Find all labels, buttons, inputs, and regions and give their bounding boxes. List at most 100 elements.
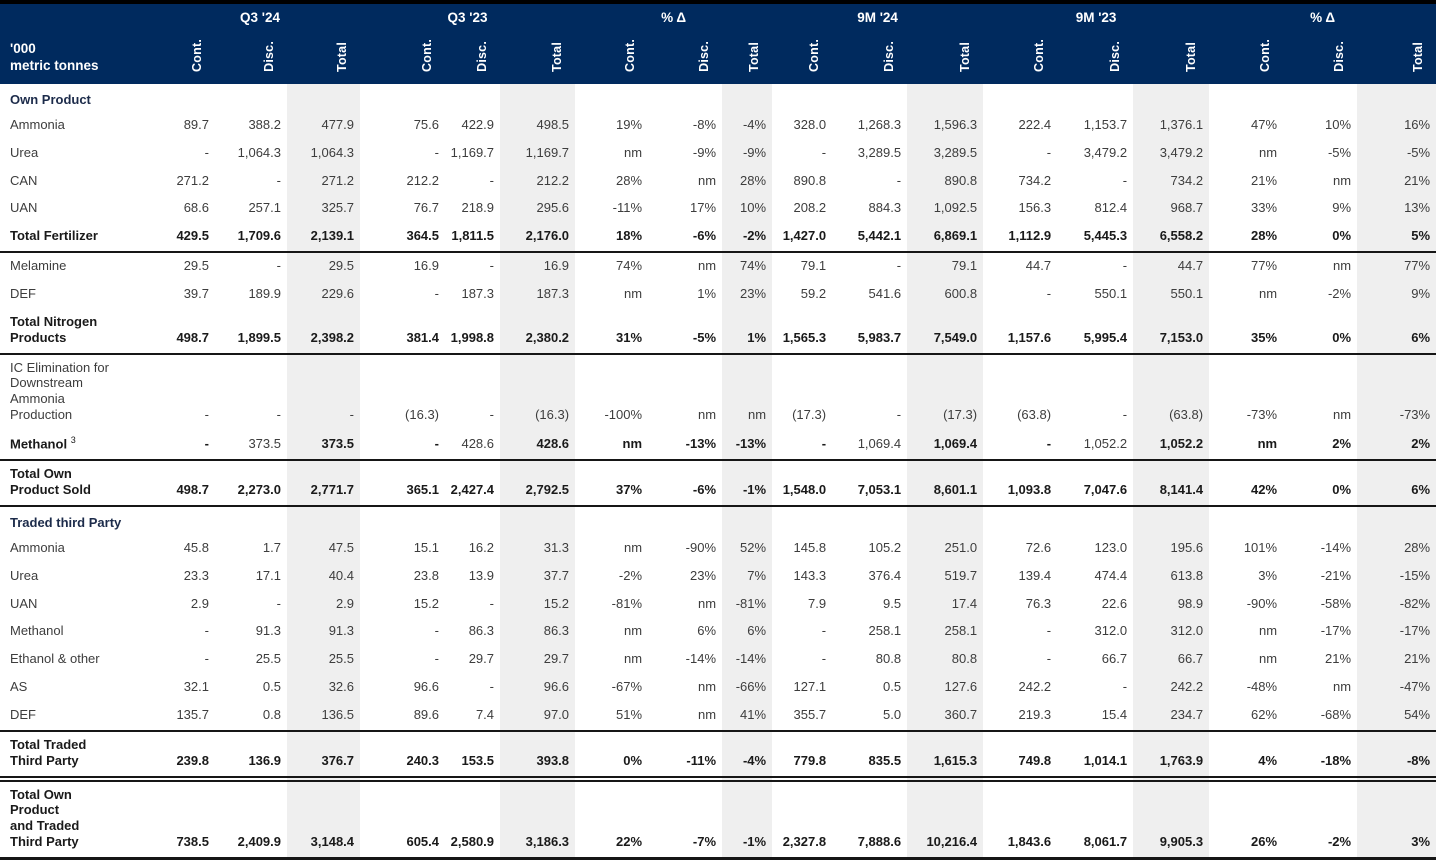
row-label-text: Ammonia	[10, 116, 65, 132]
value-cell	[445, 506, 500, 535]
col-header: Total	[500, 27, 576, 84]
value-cell: 9%	[1357, 281, 1436, 309]
value-cell: 16.9	[413, 258, 440, 274]
value-cell: 1,064.3	[287, 139, 361, 168]
value-cell: 28%	[616, 172, 643, 188]
value-cell: 738.5	[160, 778, 215, 860]
value-cell: 1,596.3	[907, 111, 984, 140]
value-cell: -8%	[692, 116, 717, 132]
row-label-text: Total Nitrogen Products	[10, 313, 98, 345]
col-header: Disc.	[215, 27, 287, 84]
value-cell: (63.8)	[1133, 353, 1210, 431]
table-body: Own Product Ammonia 89.7 388.2 477.9 75.6 422.…	[0, 84, 1436, 860]
value-cell: 541.6	[868, 286, 902, 302]
row-label: UAN	[0, 591, 160, 619]
value-cell: 1,092.5	[907, 195, 984, 224]
table-row: Ammonia 89.7 388.2 477.9 75.6 422.9 498.5 19% -8…	[0, 111, 1436, 140]
col-header: Disc.	[1283, 27, 1358, 84]
value-cell: -	[896, 172, 902, 188]
row-label: DEF	[0, 281, 160, 309]
value-cell: (16.3)	[500, 353, 576, 431]
value-cell: 5%	[1357, 223, 1436, 254]
value-cell: 7.9	[807, 595, 827, 611]
value-cell: 376.7	[287, 730, 361, 782]
value-cell: 373.5	[287, 430, 361, 462]
value-cell: 2.9	[287, 590, 361, 619]
value-cell: (17.3)	[792, 407, 827, 423]
value-cell: 44.7	[1133, 252, 1210, 282]
table-row: Total Own Product and Traded Third Party…	[0, 778, 1436, 860]
value-cell: 98.9	[1133, 590, 1210, 619]
value-cell: 47%	[1251, 116, 1278, 132]
value-cell: 22%	[575, 778, 649, 860]
period-delta-9m: % Δ	[1209, 0, 1436, 27]
row-label: Total Own Product and Traded Third Party	[0, 778, 160, 860]
value-cell: 212.2	[406, 172, 440, 188]
value-cell: 136.9	[215, 730, 287, 782]
value-cell: 222.4	[1018, 116, 1052, 132]
value-cell: 605.4	[360, 778, 446, 860]
row-label: Traded third Party	[0, 506, 160, 535]
value-cell: -	[204, 651, 209, 667]
value-cell: -6%	[648, 460, 723, 507]
value-cell: 258.1	[868, 623, 902, 639]
value-cell: 890.8	[907, 167, 984, 196]
value-cell: 208.2	[793, 200, 827, 216]
value-cell: 75.6	[413, 116, 440, 132]
row-label: Total Nitrogen Products	[0, 308, 160, 355]
value-cell: 219.3	[983, 701, 1058, 732]
value-cell: 2,273.0	[215, 460, 287, 507]
value-cell: 153.5	[445, 730, 501, 782]
value-cell: 2,580.9	[445, 778, 501, 860]
value-cell: 1%	[697, 286, 717, 302]
value-cell: nm	[1209, 430, 1284, 462]
value-cell: 21%	[1357, 167, 1436, 196]
value-cell: -	[1046, 286, 1052, 302]
value-cell: 393.8	[500, 730, 576, 782]
row-label-text: CAN	[10, 172, 38, 188]
value-cell: 123.0	[1094, 539, 1128, 555]
value-cell: 3,479.2	[1133, 139, 1210, 168]
value-cell: 91.3	[255, 623, 281, 639]
value-cell: 13.9	[468, 567, 495, 583]
value-cell: 17.1	[255, 567, 281, 583]
value-cell: 242.2	[1133, 674, 1210, 702]
value-cell	[160, 506, 215, 535]
value-cell: nm	[697, 679, 717, 695]
value-cell	[287, 505, 361, 535]
value-cell: 1.7	[262, 539, 281, 555]
value-cell: 1,998.8	[445, 308, 501, 355]
value-cell	[1283, 506, 1357, 535]
table-row: UAN 2.9-2.9 15.2-15.2 -81% nm -81% 7.9 9.5 17.4 7…	[0, 590, 1436, 619]
table-row: AS 32.1 0.5 32.6 96.6-96.6 -67% nm -66% 127.1 0.5…	[0, 674, 1436, 702]
value-cell	[983, 84, 1057, 112]
value-cell: 51%	[575, 701, 649, 732]
value-cell	[772, 506, 832, 535]
col-header: Cont.	[360, 27, 446, 84]
value-cell: 7,549.0	[907, 308, 984, 355]
value-cell: 28%	[1209, 223, 1284, 254]
value-cell: 218.9	[461, 200, 495, 216]
value-cell: 127.1	[793, 679, 827, 695]
value-cell: 2,176.0	[500, 223, 576, 254]
value-cell: 19%	[616, 116, 643, 132]
value-cell: 1,052.2	[1057, 430, 1134, 462]
value-cell: 1,052.2	[1133, 430, 1210, 462]
value-cell: -4%	[722, 730, 773, 782]
value-cell: 77%	[1251, 258, 1278, 274]
value-cell: -17%	[1320, 623, 1352, 639]
value-cell: -81%	[611, 595, 643, 611]
value-cell	[1357, 84, 1436, 112]
row-label: Ammonia	[0, 535, 160, 563]
value-cell	[360, 84, 445, 112]
value-cell: 812.4	[1094, 200, 1128, 216]
value-cell: -68%	[1283, 701, 1358, 732]
value-cell: 6%	[722, 618, 773, 647]
value-cell	[772, 84, 832, 112]
value-cell: 3,148.4	[287, 778, 361, 860]
col-header: Total	[1357, 27, 1436, 84]
value-cell: 31%	[575, 308, 649, 355]
value-cell: -	[772, 430, 833, 462]
value-cell: 7.4	[445, 701, 501, 732]
value-cell	[722, 84, 773, 112]
